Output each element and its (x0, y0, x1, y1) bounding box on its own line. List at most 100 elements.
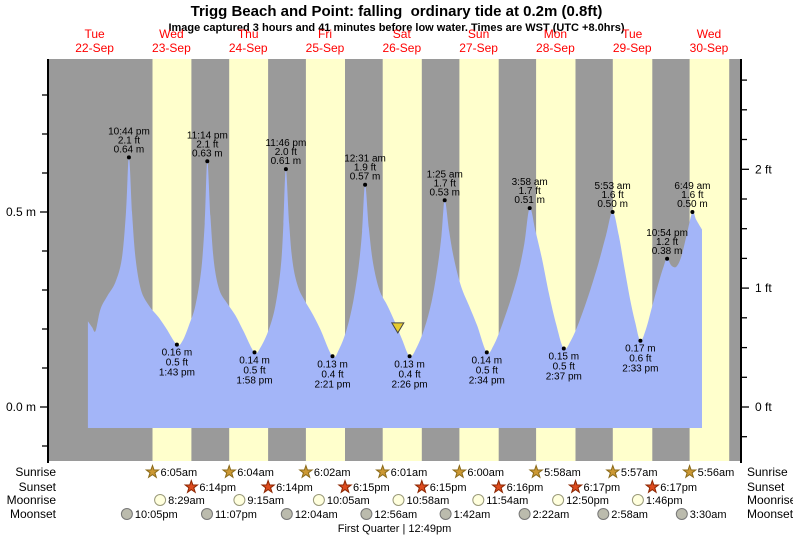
tide-area (87, 157, 702, 428)
high-tide-annotation: 0.50 m (677, 199, 708, 210)
sunrise-star-icon (375, 463, 391, 479)
moonrise-icon (312, 494, 325, 506)
high-tide-dot (610, 210, 615, 214)
low-tide-annotation: 0.15 m (548, 352, 579, 363)
moonset-icon (597, 508, 610, 520)
low-tide-annotation: 0.16 m (162, 348, 193, 359)
feet-axis-label: 2 ft (755, 162, 772, 176)
feet-axis-label: 1 ft (755, 281, 772, 295)
low-tide-dot (484, 350, 489, 355)
low-tide-annotation: 0.5 ft (166, 358, 188, 369)
high-tide-dot (363, 182, 368, 187)
high-tide-dot (283, 167, 288, 172)
astro-event-time: 6:15pm (353, 482, 390, 494)
sunset-star-icon (337, 478, 353, 494)
high-tide-annotation: 0.51 m (514, 195, 545, 206)
moonrise-icon (552, 494, 565, 506)
low-tide-annotation: 0.14 m (239, 355, 270, 366)
sunrise-star-icon (221, 463, 237, 479)
moonset-icon (439, 508, 452, 520)
high-tide-dot (690, 210, 695, 214)
astro-event-time: 6:17pm (660, 482, 697, 494)
low-tide-annotation: 0.4 ft (321, 369, 343, 380)
high-tide-annotation: 0.64 m (114, 144, 145, 155)
now-marker-icon (390, 322, 405, 334)
high-tide-annotation: 1.2 ft (656, 237, 678, 248)
day-weekday-label: Fri (318, 27, 332, 41)
high-tide-annotation: 2.0 ft (275, 147, 297, 158)
astro-event-time: 8:29am (168, 495, 205, 507)
low-tide-annotation: 1:43 pm (159, 368, 195, 379)
sunrise-star-icon (298, 463, 314, 479)
high-tide-annotation: 1.7 ft (519, 186, 541, 197)
low-tide-annotation: 0.5 ft (553, 362, 575, 373)
low-tide-annotation: 0.14 m (472, 355, 503, 366)
page-title: Trigg Beach and Point: falling ordinary … (190, 3, 603, 20)
astro-event-time: 11:54am (486, 495, 528, 507)
low-tide-dot (407, 354, 412, 359)
day-date-label: 28-Sep (536, 41, 575, 55)
astro-event-time: 6:14pm (199, 482, 236, 494)
moonset-icon (201, 508, 213, 520)
sunrise-star-icon (528, 463, 544, 479)
day-weekday-label: Wed (697, 27, 721, 41)
high-tide-annotation: 0.50 m (597, 199, 628, 210)
low-tide-dot (174, 342, 179, 347)
day-weekday-label: Wed (159, 27, 183, 41)
high-tide-annotation: 11:14 pm (187, 130, 228, 141)
low-tide-annotation: 0.6 ft (629, 354, 651, 365)
astro-event-time: 6:17pm (584, 482, 621, 494)
astro-event-time: 6:00am (467, 467, 504, 479)
sunrise-star-icon (605, 463, 621, 479)
sunset-star-icon (644, 478, 660, 494)
astro-event-time: 6:02am (314, 467, 351, 479)
high-tide-dot (205, 159, 210, 164)
low-tide-dot (252, 350, 257, 355)
moonrise-icon (472, 494, 485, 506)
low-tide-annotation: 2:37 pm (546, 372, 582, 383)
day-weekday-label: Sun (468, 27, 489, 41)
astro-event-time: 6:05am (160, 467, 197, 479)
day-date-label: 23-Sep (152, 41, 191, 55)
high-tide-annotation: 10:54 pm (646, 228, 688, 239)
astro-event-time: 1:42am (454, 509, 491, 521)
high-tide-dot (665, 256, 670, 261)
high-tide-annotation: 0.63 m (192, 148, 223, 159)
sunrise-star-icon (681, 463, 698, 479)
low-tide-annotation: 0.13 m (394, 359, 425, 370)
high-tide-annotation: 11:46 pm (265, 138, 306, 149)
high-tide-annotation: 3:58 am (512, 177, 548, 188)
sunset-star-icon (260, 478, 276, 494)
astro-event-time: 12:56am (374, 509, 417, 521)
astro-event-time: 6:16pm (507, 482, 544, 494)
day-date-label: 22-Sep (75, 41, 114, 55)
day-date-label: 24-Sep (229, 41, 268, 55)
high-tide-annotation: 1.6 ft (681, 190, 703, 201)
high-tide-annotation: 2.1 ft (196, 139, 218, 150)
high-tide-dot (442, 198, 447, 203)
moonrise-icon (392, 494, 405, 506)
page-subtitle: Image captured 3 hours and 41 minutes be… (168, 22, 625, 34)
astro-event-time: 2:58am (611, 509, 648, 521)
astro-row-label-left: Sunset (19, 480, 57, 494)
sunset-star-icon (414, 478, 430, 494)
high-tide-annotation: 0.53 m (429, 187, 460, 198)
astro-row-label-right: Moonset (747, 507, 793, 521)
high-tide-annotation: 10:44 pm (108, 126, 150, 137)
moonset-icon (360, 508, 373, 520)
low-tide-annotation: 1:58 pm (236, 375, 272, 386)
astro-row-label-right: Moonrise (747, 493, 793, 507)
moonrise-icon (631, 494, 644, 506)
low-tide-dot (330, 354, 335, 359)
moonrise-icon (154, 494, 167, 506)
metre-axis-label: 0.0 m (6, 400, 36, 414)
astro-event-time: 3:30am (690, 509, 727, 521)
astro-row-label-left: Moonrise (7, 493, 57, 507)
high-tide-annotation: 1.9 ft (354, 163, 376, 174)
moonrise-icon (233, 494, 246, 506)
astro-row-label-left: Sunrise (15, 465, 56, 479)
astro-event-time: 6:04am (237, 467, 274, 479)
astro-event-time: 6:15pm (430, 482, 467, 494)
low-tide-annotation: 0.5 ft (476, 365, 498, 376)
moonset-icon (518, 508, 531, 520)
